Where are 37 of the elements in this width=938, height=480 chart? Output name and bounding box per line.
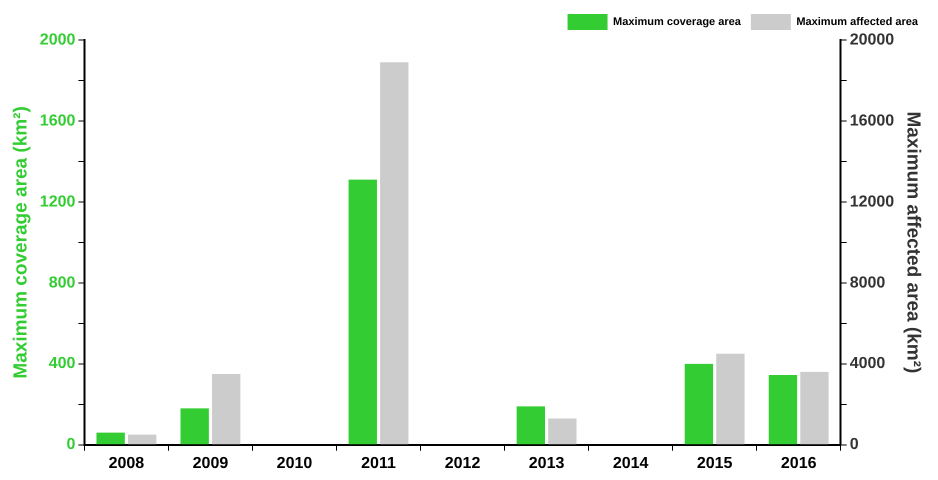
x-tick-label: 2016 — [780, 454, 817, 472]
x-tick-label: 2008 — [108, 454, 144, 472]
y-axis-title: Maximum coverage area (km²) — [10, 106, 32, 379]
y2-tick-label: 8000 — [850, 274, 886, 292]
y-tick-label: 800 — [48, 274, 76, 292]
y2-tick-label: 12000 — [850, 193, 894, 210]
y2-tick-label: 4000 — [850, 355, 886, 372]
bar — [716, 354, 745, 444]
y2-tick-label: 20000 — [850, 31, 894, 48]
x-tick-label: 2011 — [361, 454, 396, 472]
x-tick-label: 2015 — [696, 454, 733, 472]
y2-axis-title: Maximum affected area (km²) — [902, 111, 924, 374]
x-tick-label: 2009 — [192, 454, 228, 472]
bar — [800, 372, 829, 444]
y-tick-label: 0 — [66, 436, 76, 454]
bar — [180, 408, 209, 444]
x-tick-label: 2013 — [528, 454, 564, 472]
y-tick-label: 400 — [48, 355, 76, 372]
bar — [380, 62, 408, 444]
y-tick-label: 2000 — [40, 31, 76, 48]
x-tick-label: 2012 — [444, 454, 480, 472]
x-tick-label: 2010 — [276, 454, 312, 472]
legend-label: Maximum coverage area — [613, 16, 742, 28]
y-tick-label: 1600 — [40, 112, 76, 130]
y2-tick-label: 16000 — [850, 112, 894, 130]
bar — [548, 418, 577, 444]
legend-label: Maximum affected area — [796, 16, 919, 28]
bar — [684, 364, 714, 444]
bar — [516, 406, 546, 444]
bar — [128, 434, 156, 444]
bar — [96, 432, 125, 444]
bar — [768, 374, 798, 444]
x-tick-label: 2014 — [612, 454, 649, 472]
bar — [348, 180, 377, 444]
y-tick-label: 1200 — [40, 193, 76, 210]
y2-tick-label: 0 — [850, 436, 859, 454]
bar — [212, 374, 240, 444]
